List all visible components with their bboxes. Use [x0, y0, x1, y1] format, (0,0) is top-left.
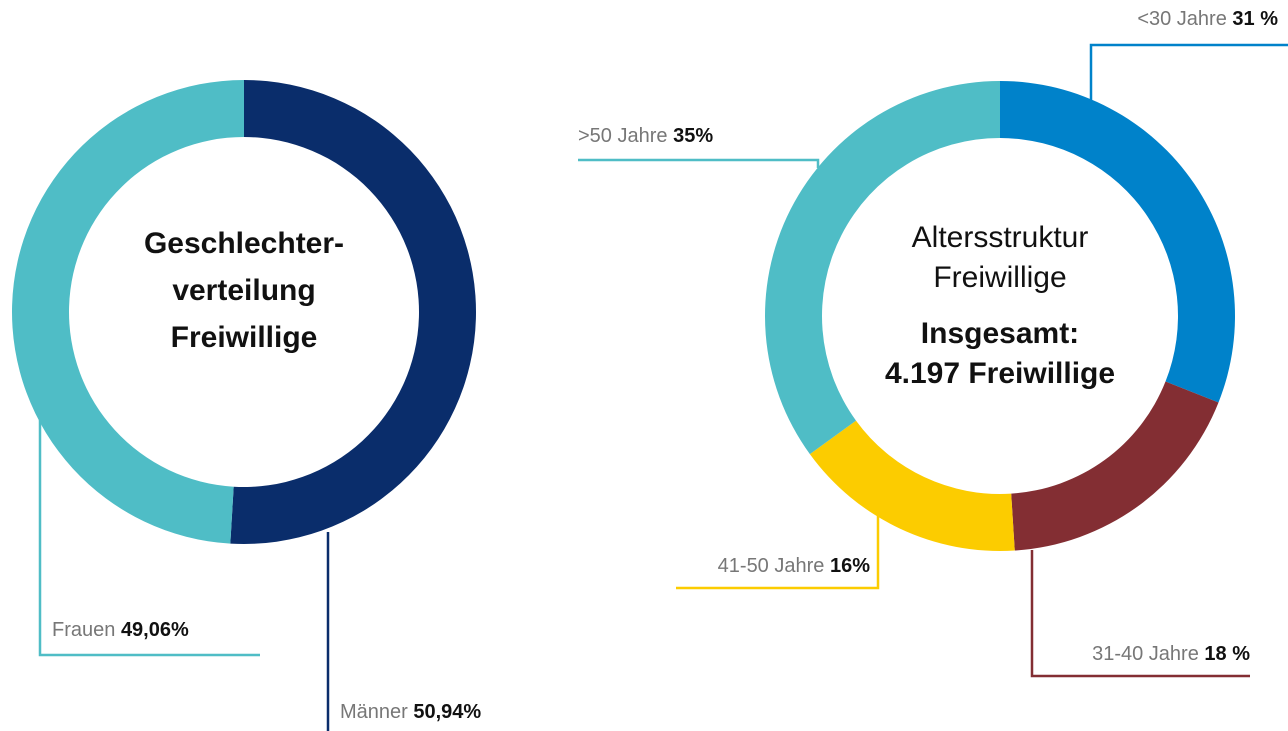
center-title: Altersstruktur: [912, 221, 1089, 254]
leader-line: [676, 515, 880, 590]
segment-name: Frauen: [52, 619, 115, 641]
segment-label: 41-50 Jahre 16%: [718, 555, 871, 577]
center-subtitle: 4.197 Freiwillige: [885, 357, 1115, 390]
segment-name: <30 Jahre: [1137, 8, 1227, 30]
center-title: verteilung: [172, 274, 315, 307]
segment-value: 50,94%: [413, 701, 481, 723]
segment-label: >50 Jahre 35%: [578, 125, 713, 147]
segment-label: Männer 50,94%: [340, 701, 481, 723]
segment-value: 31 %: [1232, 8, 1278, 30]
center-title: Geschlechter-: [144, 227, 344, 260]
leader-line: [38, 420, 260, 657]
segment-value: 18 %: [1204, 643, 1250, 665]
donut-chart: <30 Jahre 31 % 31-40 Jahre 18 % 41-50 Jahr…: [578, 8, 1288, 678]
center-title: Freiwillige: [933, 261, 1066, 294]
donut-chart: Männer 50,94% Frauen 49,06% Geschlechter-v…: [12, 80, 481, 731]
leader-line: [1089, 43, 1288, 100]
center-subtitle: Insgesamt:: [921, 317, 1079, 350]
donut-segment: [1011, 381, 1219, 551]
segment-label: 31-40 Jahre 18 %: [1092, 643, 1250, 665]
donut-segment: [809, 420, 1015, 551]
leader-line: [578, 158, 820, 168]
segment-value: 49,06%: [121, 619, 189, 641]
leader-line: [1030, 550, 1250, 678]
segment-value: 35%: [673, 125, 713, 147]
segment-name: >50 Jahre: [578, 125, 668, 147]
segment-label: <30 Jahre 31 %: [1137, 8, 1278, 30]
segment-value: 16%: [830, 555, 870, 577]
donut-segment: [12, 80, 245, 544]
segment-name: 41-50 Jahre: [718, 555, 825, 577]
segment-name: Männer: [340, 701, 408, 723]
donut-segment: [1000, 81, 1235, 403]
donut-segment: [764, 81, 1000, 455]
segment-name: 31-40 Jahre: [1092, 643, 1199, 665]
segment-label: Frauen 49,06%: [52, 619, 189, 641]
center-title: Freiwillige: [171, 321, 318, 354]
donut-segment: [230, 80, 477, 544]
